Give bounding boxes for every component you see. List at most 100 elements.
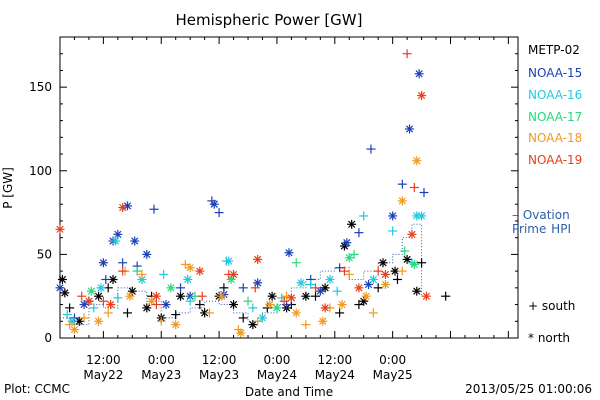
data-point-north (98, 258, 108, 268)
data-point-south (354, 228, 364, 238)
data-point-south (409, 183, 419, 192)
x-tick-label-time: 12:00 (202, 353, 237, 367)
data-point-south (77, 291, 87, 301)
data-point-south (137, 269, 147, 279)
data-point-south (311, 291, 321, 301)
legend-marker-north: * north (528, 331, 571, 345)
legend-item-noaa16: NOAA-16 (528, 88, 583, 102)
data-point-south (335, 308, 345, 318)
data-point-north (209, 199, 219, 209)
data-point-north (291, 308, 301, 318)
plot-timestamp: 2013/05/25 01:00:06 (465, 382, 592, 396)
data-point-north (414, 69, 424, 79)
data-point-south (118, 266, 128, 276)
data-point-north (296, 278, 306, 288)
ovation-hpi-line (60, 223, 423, 326)
x-tick-label-date: May24 (315, 368, 355, 382)
data-point-south (204, 308, 214, 318)
data-point-south (368, 308, 378, 318)
data-point-south (417, 258, 427, 268)
x-tick-label-time: 0:00 (148, 353, 175, 367)
data-point-south (388, 226, 398, 236)
data-point-north (147, 296, 157, 306)
data-point-south (238, 313, 248, 323)
data-point-south (339, 266, 349, 276)
data-point-north (320, 283, 330, 293)
data-point-north (286, 293, 296, 303)
data-point-north (344, 253, 354, 263)
legend-item-ovation: – Ovation Prime HPI (512, 208, 571, 236)
data-point-north (79, 300, 89, 310)
data-point-north (380, 279, 390, 289)
data-point-south (248, 303, 258, 313)
data-point-north (318, 316, 328, 326)
data-point-south (214, 208, 224, 218)
y-axis-label: P [GW] (1, 167, 15, 209)
data-point-north (142, 249, 152, 259)
data-point-south (98, 296, 108, 306)
data-point-north (320, 303, 330, 313)
data-point-south (113, 293, 123, 303)
data-point-north (253, 278, 263, 288)
x-tick-label-time: 12:00 (86, 353, 121, 367)
data-point-south (354, 300, 364, 310)
data-point-north (236, 328, 246, 338)
data-point-north (253, 254, 263, 264)
data-point-south (397, 179, 407, 189)
data-point-south (291, 258, 301, 268)
data-point-south (89, 303, 99, 313)
data-point-south (118, 258, 128, 268)
data-point-north (113, 229, 123, 239)
data-point-north (267, 291, 277, 301)
data-point-north (142, 303, 152, 313)
data-point-north (55, 283, 65, 293)
x-axis-label: Date and Time (245, 385, 333, 399)
data-point-north (417, 211, 427, 221)
data-point-north (229, 300, 239, 310)
plot-credit: Plot: CCMC (4, 382, 70, 396)
data-point-north (106, 300, 116, 310)
data-point-south (195, 300, 205, 310)
data-point-north (171, 320, 181, 330)
data-point-south (243, 296, 253, 306)
data-point-north (69, 325, 79, 335)
data-point-north (421, 291, 431, 301)
y-tick-label: 50 (37, 247, 52, 261)
data-point-north (195, 266, 205, 276)
data-point-north (176, 291, 186, 301)
data-point-south (397, 266, 407, 276)
data-point-south (335, 263, 345, 273)
data-point-south (65, 320, 75, 330)
data-point-south (250, 283, 260, 293)
data-point-north (368, 274, 378, 284)
data-point-south (392, 274, 402, 284)
data-point-north (94, 316, 104, 326)
data-point-south (156, 316, 166, 326)
y-axis: 0 50 100 150 (29, 36, 518, 345)
data-point-south (238, 283, 248, 293)
data-point-south (180, 259, 190, 269)
data-point-north (354, 283, 364, 293)
data-point-south (366, 144, 376, 154)
data-point-south (185, 296, 195, 306)
data-point-south (132, 266, 142, 276)
data-point-north (409, 259, 419, 269)
y-tick-label: 150 (29, 80, 52, 94)
data-point-north (185, 291, 195, 301)
x-tick-label-time: 12:00 (318, 353, 353, 367)
data-point-north (407, 229, 417, 239)
data-point-north (301, 291, 311, 301)
data-point-north (96, 283, 106, 293)
data-point-north (412, 286, 422, 296)
x-tick-label-date: May23 (141, 368, 181, 382)
legend-item-noaa18: NOAA-18 (528, 131, 583, 145)
x-tick-label-time: 0:00 (263, 353, 290, 367)
data-point-south (301, 320, 311, 330)
data-point-north (217, 291, 227, 301)
data-point-north (388, 211, 398, 221)
data-point-north (161, 300, 171, 310)
legend-item-noaa15: NOAA-15 (528, 66, 583, 80)
data-point-north (229, 269, 239, 279)
legend-item-metp02: METP-02 (528, 43, 580, 57)
data-point-north (57, 274, 67, 284)
